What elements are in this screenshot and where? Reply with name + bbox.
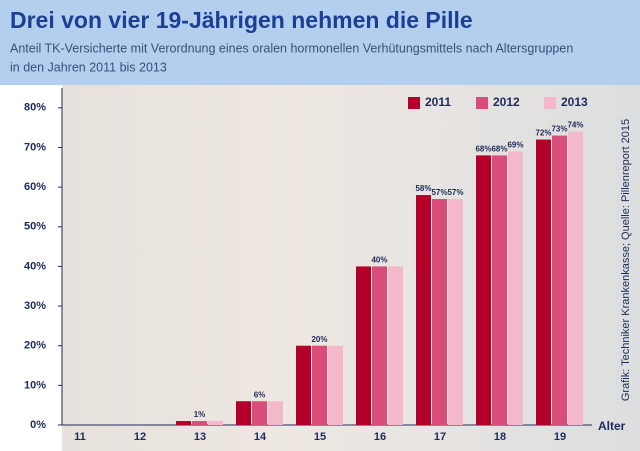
value-label: 57%	[431, 188, 447, 197]
bar	[432, 199, 447, 425]
x-axis-label: Alter	[598, 419, 626, 433]
bar	[312, 345, 327, 425]
x-tick-label: 18	[494, 431, 506, 443]
value-label: 72%	[535, 129, 551, 138]
chart-title: Drei von vier 19-Jährigen nehmen die Pil…	[10, 7, 473, 33]
y-tick-label: 70%	[24, 141, 46, 153]
bar	[388, 266, 403, 425]
bar	[208, 421, 223, 425]
bar	[416, 195, 431, 425]
bar	[192, 421, 207, 425]
bar	[508, 151, 523, 425]
source: Grafik: Techniker Krankenkasse; Quelle: …	[620, 119, 632, 401]
header	[0, 0, 640, 85]
bar	[568, 131, 583, 426]
value-label: 68%	[475, 145, 491, 154]
bar	[536, 139, 551, 425]
y-tick-label: 0%	[30, 419, 46, 431]
bar	[176, 421, 191, 425]
x-tick-label: 14	[254, 431, 267, 443]
x-tick-label: 15	[314, 431, 326, 443]
value-label: 69%	[507, 141, 523, 150]
legend-label: 2013	[561, 95, 588, 109]
legend-swatch	[408, 97, 420, 109]
value-label: 6%	[254, 390, 266, 399]
bar	[356, 266, 371, 425]
y-tick-label: 60%	[24, 181, 46, 193]
value-label: 58%	[415, 184, 431, 193]
legend-label: 2011	[425, 95, 451, 109]
value-label: 73%	[551, 125, 567, 134]
x-tick-label: 13	[194, 431, 206, 443]
legend-label: 2012	[493, 95, 520, 109]
x-tick-label: 16	[374, 431, 386, 443]
bar	[476, 155, 491, 425]
bar	[252, 401, 267, 425]
value-label: 57%	[447, 188, 463, 197]
y-tick-label: 80%	[24, 102, 46, 114]
subtitle: in den Jahren 2011 bis 2013	[10, 60, 167, 74]
x-tick-label: 19	[554, 431, 566, 443]
legend-swatch	[476, 97, 488, 109]
y-tick-label: 50%	[24, 221, 46, 233]
bar	[296, 345, 311, 425]
value-label: 1%	[194, 410, 206, 419]
bar	[552, 135, 567, 425]
value-label: 68%	[491, 145, 507, 154]
subtitle: Anteil TK-Versicherte mit Verordnung ein…	[10, 41, 573, 55]
bar	[236, 401, 251, 425]
y-tick-label: 40%	[24, 260, 46, 272]
x-tick-label: 17	[434, 431, 446, 443]
bar	[448, 199, 463, 425]
bar	[372, 266, 387, 425]
value-label: 40%	[371, 256, 387, 265]
bar	[492, 155, 507, 425]
bar	[328, 345, 343, 425]
value-label: 74%	[567, 121, 583, 130]
x-tick-label: 12	[134, 431, 146, 443]
legend-swatch	[544, 97, 556, 109]
y-tick-label: 20%	[24, 340, 46, 352]
x-tick-label: 11	[74, 431, 86, 443]
bar	[268, 401, 283, 425]
y-tick-label: 10%	[24, 379, 46, 391]
value-label: 20%	[311, 335, 327, 344]
y-tick-label: 30%	[24, 300, 46, 312]
